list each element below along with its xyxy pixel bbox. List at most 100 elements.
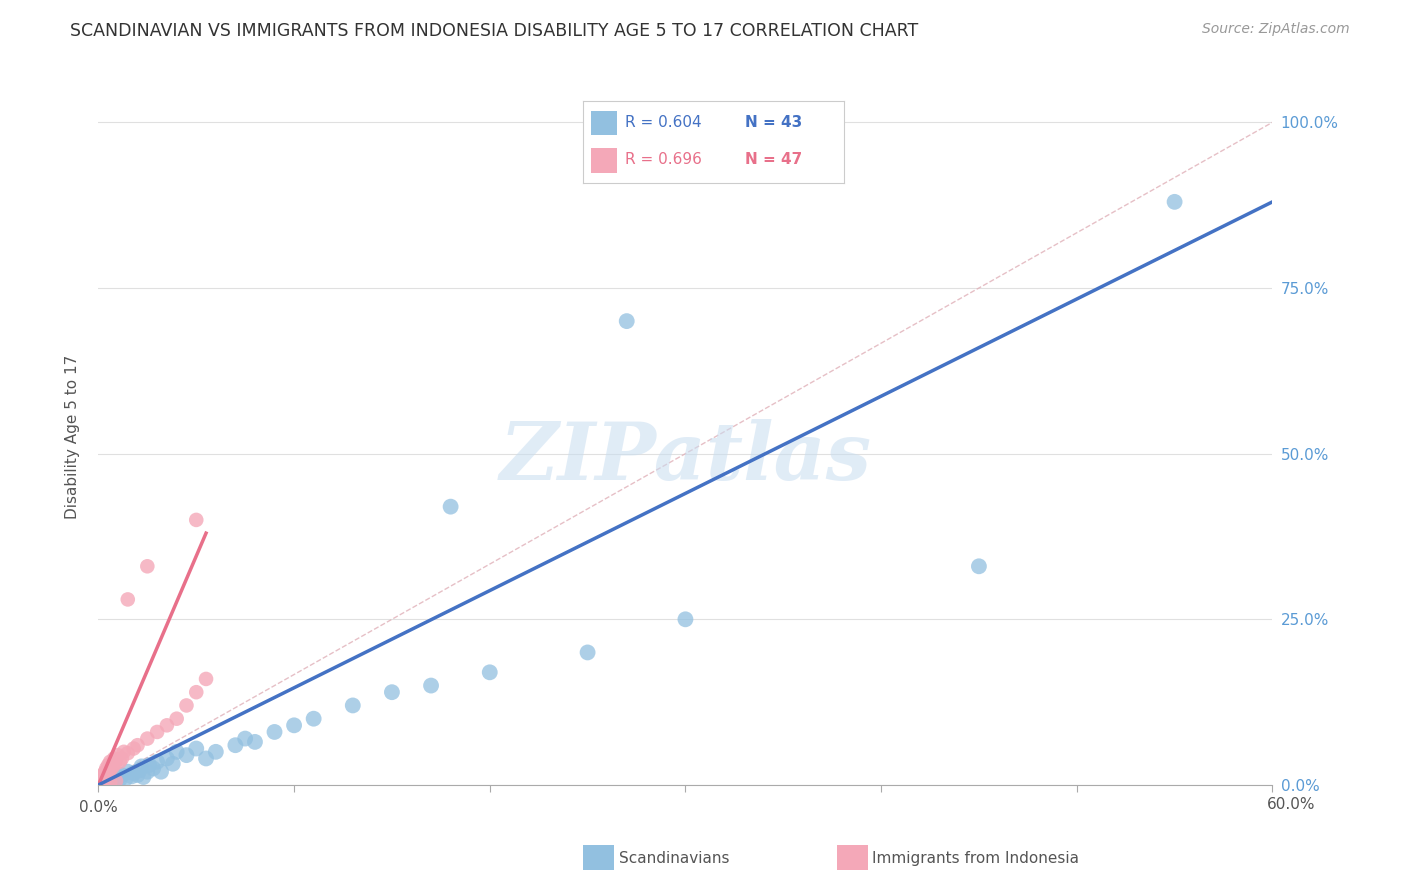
Point (150, 764, 173, 779)
Point (967, 559, 990, 574)
Point (128, 764, 150, 778)
Point (132, 770, 155, 784)
Point (243, 735, 266, 749)
Point (283, 718, 305, 732)
Point (103, 751, 125, 765)
Point (302, 712, 325, 726)
Point (381, 685, 404, 699)
Point (166, 745, 188, 759)
Point (93, 777, 115, 791)
Point (108, 772, 131, 786)
Text: Source: ZipAtlas.com: Source: ZipAtlas.com (1202, 22, 1350, 37)
Point (91, 774, 114, 789)
Point (263, 725, 285, 739)
Y-axis label: Disability Age 5 to 17: Disability Age 5 to 17 (65, 355, 80, 519)
Point (91, 768, 114, 782)
Point (89, 776, 111, 790)
Point (94, 764, 117, 779)
Point (156, 751, 179, 765)
Text: ZIPatlas: ZIPatlas (499, 419, 872, 497)
Point (440, 500, 463, 514)
Point (117, 764, 139, 779)
Point (146, 725, 169, 739)
Point (91, 770, 114, 784)
Point (103, 774, 125, 789)
Point (1163, 194, 1185, 209)
Point (224, 738, 246, 752)
Point (101, 772, 124, 786)
Point (576, 645, 599, 659)
Point (186, 741, 208, 756)
Text: SCANDINAVIAN VS IMMIGRANTS FROM INDONESIA DISABILITY AGE 5 TO 17 CORRELATION CHA: SCANDINAVIAN VS IMMIGRANTS FROM INDONESI… (70, 22, 918, 40)
Point (93, 772, 115, 786)
Point (233, 731, 256, 746)
Point (107, 770, 129, 784)
Point (342, 698, 364, 713)
Point (98, 755, 121, 769)
Point (111, 768, 134, 782)
Point (107, 748, 129, 763)
Point (142, 761, 165, 775)
Point (105, 774, 128, 789)
Point (121, 769, 143, 783)
Point (98, 775, 121, 789)
Point (101, 759, 124, 773)
Point (195, 751, 218, 765)
Point (127, 738, 149, 752)
Point (138, 758, 160, 772)
Point (89, 774, 111, 789)
Point (104, 756, 127, 771)
Point (114, 772, 136, 786)
Point (675, 612, 697, 626)
Point (122, 766, 145, 780)
Point (162, 756, 184, 771)
Point (156, 718, 179, 732)
Point (97, 758, 120, 772)
Point (136, 559, 159, 574)
Point (205, 745, 228, 759)
Text: R = 0.696: R = 0.696 (626, 153, 702, 168)
Point (91, 772, 114, 787)
Text: Scandinavians: Scandinavians (619, 851, 730, 865)
Point (108, 755, 131, 769)
Point (117, 746, 139, 760)
Point (146, 755, 169, 769)
Text: N = 43: N = 43 (745, 115, 801, 130)
Point (94, 770, 117, 784)
Point (186, 513, 208, 527)
Point (90, 772, 112, 786)
Point (98, 764, 121, 779)
Point (136, 731, 159, 746)
Point (117, 592, 139, 607)
Point (420, 679, 443, 693)
Point (111, 751, 134, 765)
Point (127, 768, 149, 782)
Point (478, 665, 501, 680)
Text: R = 0.604: R = 0.604 (626, 115, 702, 130)
Text: Immigrants from Indonesia: Immigrants from Indonesia (872, 851, 1078, 865)
Bar (592, 148, 617, 173)
Point (89, 772, 111, 787)
Text: N = 47: N = 47 (745, 153, 801, 168)
Point (96, 768, 118, 782)
Point (136, 764, 159, 779)
Point (97, 766, 120, 780)
Point (186, 685, 208, 699)
Point (131, 759, 153, 773)
Point (101, 758, 124, 772)
Point (166, 712, 188, 726)
Point (176, 748, 198, 763)
Point (96, 764, 118, 778)
Point (122, 741, 145, 756)
Point (195, 672, 218, 686)
Point (112, 745, 135, 759)
Point (93, 772, 115, 786)
Point (96, 761, 118, 775)
Point (616, 314, 638, 328)
Point (93, 766, 115, 780)
Point (105, 753, 128, 767)
Text: 60.0%: 60.0% (1267, 797, 1315, 812)
Point (97, 772, 120, 787)
Point (93, 774, 115, 789)
Point (90, 775, 112, 789)
